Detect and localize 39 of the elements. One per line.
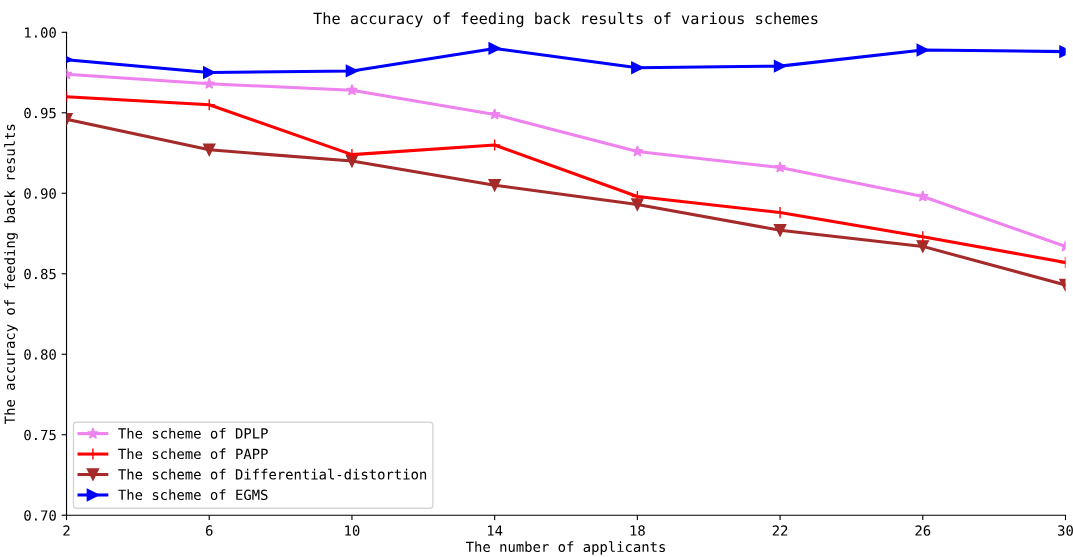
y-tick-label: 0.95 xyxy=(24,107,56,119)
x-tick-label: 14 xyxy=(487,525,503,536)
y-tick-label: 0.80 xyxy=(24,349,56,360)
x-tick-label: 10 xyxy=(345,525,360,536)
y-tick-label: 0.75 xyxy=(24,429,56,441)
x-tick-label: 30 xyxy=(1058,525,1073,536)
point xyxy=(202,143,216,157)
legend-label: The scheme of PAPP xyxy=(118,448,268,460)
point xyxy=(488,42,501,55)
y-tick-label: 0.70 xyxy=(24,510,56,521)
point xyxy=(202,66,216,79)
y-tick-label: 0.90 xyxy=(24,188,56,199)
point xyxy=(916,43,930,57)
x-tick-label: 22 xyxy=(772,525,788,536)
point xyxy=(631,198,644,211)
y-axis-title: The accuracy of feeding back results xyxy=(4,124,18,424)
x-tick-label: 18 xyxy=(630,525,645,536)
point xyxy=(345,84,358,96)
point xyxy=(631,190,644,203)
point xyxy=(203,77,216,90)
x-axis-title: The number of applicants xyxy=(465,541,665,555)
chart-title: The accuracy of feeding back results of various schemes xyxy=(313,12,818,28)
point xyxy=(916,230,930,243)
x-tick-label: 2 xyxy=(63,525,70,536)
point xyxy=(916,240,930,253)
point xyxy=(773,224,787,237)
legend-label: The scheme of Differential-distortion xyxy=(118,468,427,480)
point xyxy=(631,61,644,74)
y-tick-label: 0.85 xyxy=(24,268,56,280)
x-tick-label: 26 xyxy=(915,525,931,536)
point xyxy=(774,161,787,173)
legend-label: The scheme of EGMS xyxy=(118,489,268,501)
point xyxy=(488,108,501,120)
point xyxy=(773,59,787,73)
legend-label: The scheme of DPLP xyxy=(118,427,268,439)
y-tick-label: 1.00 xyxy=(25,27,56,38)
x-tick-label: 6 xyxy=(205,525,213,536)
point xyxy=(488,178,501,192)
point xyxy=(345,64,359,78)
